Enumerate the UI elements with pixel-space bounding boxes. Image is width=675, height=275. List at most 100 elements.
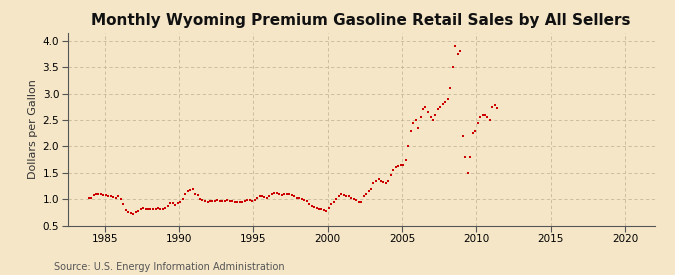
Point	[360, 192, 371, 196]
Point	[292, 195, 302, 200]
Y-axis label: Dollars per Gallon: Dollars per Gallon	[28, 79, 38, 179]
Point	[314, 207, 325, 211]
Point	[321, 208, 332, 213]
Point	[344, 194, 354, 199]
Point	[138, 206, 148, 210]
Point	[267, 192, 277, 196]
Text: Source: U.S. Energy Information Administration: Source: U.S. Energy Information Administ…	[54, 262, 285, 272]
Point	[150, 207, 161, 211]
Point	[234, 200, 245, 205]
Point	[249, 198, 260, 202]
Point	[244, 198, 255, 202]
Point	[371, 178, 381, 183]
Point	[299, 198, 310, 202]
Point	[331, 197, 342, 201]
Point	[148, 207, 159, 211]
Point	[338, 193, 349, 197]
Point	[381, 181, 392, 186]
Point	[271, 191, 282, 195]
Point	[190, 192, 200, 196]
Point	[316, 207, 327, 211]
Point	[435, 104, 446, 109]
Point	[430, 112, 441, 117]
Point	[366, 186, 377, 191]
Point	[120, 207, 131, 212]
Point	[378, 180, 389, 185]
Point	[259, 195, 270, 199]
Point	[180, 192, 190, 196]
Point	[427, 118, 438, 122]
Point	[103, 194, 114, 198]
Point	[410, 118, 421, 122]
Point	[482, 115, 493, 120]
Point	[358, 194, 369, 199]
Point	[375, 178, 386, 183]
Point	[351, 198, 362, 202]
Point	[232, 200, 243, 205]
Point	[323, 206, 334, 210]
Point	[130, 210, 141, 214]
Point	[477, 112, 488, 117]
Point	[96, 192, 107, 197]
Point	[311, 206, 322, 210]
Point	[123, 210, 134, 214]
Point	[448, 65, 458, 70]
Point	[142, 207, 153, 211]
Point	[445, 86, 456, 90]
Point	[289, 194, 300, 199]
Point	[319, 207, 329, 212]
Point	[336, 192, 347, 196]
Point	[442, 97, 453, 101]
Point	[113, 194, 124, 199]
Point	[269, 191, 280, 195]
Point	[88, 193, 99, 198]
Point	[101, 193, 111, 198]
Point	[341, 194, 352, 199]
Point	[353, 200, 364, 204]
Point	[403, 144, 414, 148]
Point	[128, 212, 138, 216]
Point	[215, 199, 225, 203]
Point	[475, 115, 485, 120]
Point	[492, 106, 503, 111]
Point	[98, 193, 109, 197]
Point	[135, 207, 146, 211]
Point	[457, 134, 468, 138]
Point	[90, 192, 101, 197]
Point	[296, 197, 307, 201]
Point	[194, 197, 205, 201]
Point	[217, 199, 228, 204]
Point	[308, 205, 319, 209]
Point	[346, 195, 356, 200]
Point	[205, 199, 215, 204]
Point	[242, 197, 252, 202]
Point	[222, 198, 233, 202]
Point	[185, 188, 196, 192]
Point	[462, 170, 473, 175]
Point	[405, 128, 416, 133]
Point	[396, 163, 406, 167]
Point	[450, 44, 460, 48]
Point	[415, 115, 426, 120]
Point	[470, 128, 481, 133]
Point	[356, 200, 367, 204]
Point	[393, 164, 404, 169]
Title: Monthly Wyoming Premium Gasoline Retail Sales by All Sellers: Monthly Wyoming Premium Gasoline Retail …	[91, 13, 631, 28]
Point	[479, 112, 490, 117]
Point	[408, 120, 418, 125]
Point	[225, 199, 236, 203]
Point	[472, 120, 483, 125]
Point	[167, 201, 178, 205]
Point	[304, 202, 315, 207]
Point	[262, 195, 273, 200]
Point	[489, 103, 500, 108]
Point	[160, 206, 171, 210]
Point	[277, 193, 288, 197]
Point	[153, 206, 163, 210]
Point	[440, 99, 451, 104]
Point	[383, 178, 394, 183]
Point	[178, 197, 188, 201]
Point	[182, 189, 193, 193]
Point	[227, 199, 238, 203]
Point	[256, 194, 267, 198]
